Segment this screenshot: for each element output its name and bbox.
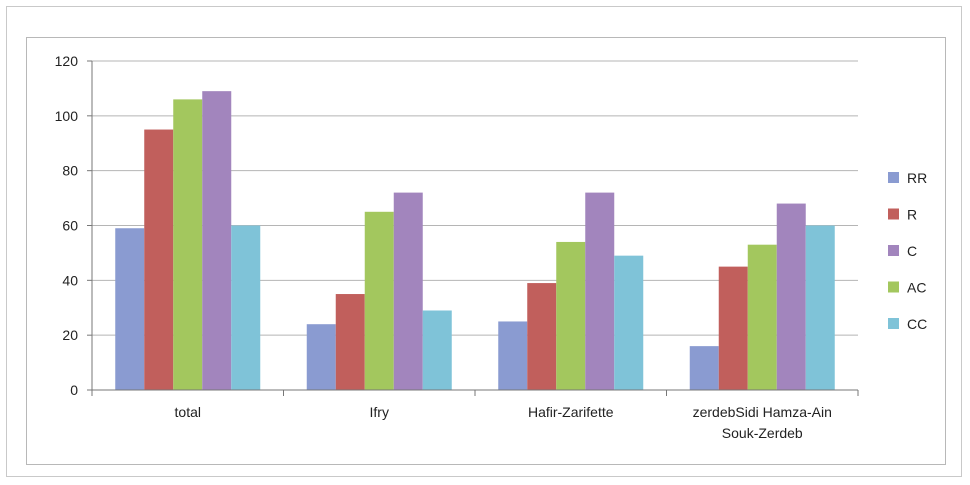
- legend-swatch-cc: [888, 318, 899, 329]
- y-tick-label: 40: [62, 272, 78, 288]
- bar-r-1: [335, 294, 365, 390]
- x-category-label: Hafir-Zarifette: [528, 404, 614, 420]
- legend-label-r: R: [907, 207, 917, 223]
- legend-swatch-rr: [888, 172, 899, 183]
- bar-cc-0: [231, 225, 261, 390]
- bar-cc-2: [614, 255, 644, 390]
- legend-swatch-c: [888, 245, 899, 256]
- x-category-label: total: [175, 404, 201, 420]
- y-tick-label: 20: [62, 327, 78, 343]
- axes: [87, 60, 859, 396]
- legend-label-ac: AC: [907, 280, 926, 296]
- x-category-label: zerdebSidi Hamza-Ain Souk-Zerdeb: [693, 404, 832, 441]
- bar-rr-3: [689, 346, 719, 390]
- y-tick-label: 80: [62, 163, 78, 179]
- legend-label-c: C: [907, 243, 917, 259]
- bar-cc-3: [805, 225, 835, 390]
- y-tick-labels: 0 20 40 60 80 100 120: [55, 53, 79, 398]
- bar-ac-1: [364, 211, 394, 390]
- y-tick-label: 120: [55, 53, 79, 69]
- bar-c-0: [202, 91, 232, 391]
- legend-swatch-ac: [888, 281, 899, 293]
- bar-ac-0: [173, 99, 203, 390]
- bar-c-2: [585, 192, 615, 390]
- bar-cc-1: [422, 310, 452, 390]
- legend-label-cc: CC: [907, 316, 927, 332]
- bar-rr-1: [306, 324, 336, 390]
- y-tick-label: 60: [62, 218, 78, 234]
- bar-r-3: [718, 266, 748, 390]
- bar-rr-2: [498, 321, 528, 390]
- legend-label-rr: RR: [907, 170, 927, 186]
- bar-c-3: [776, 203, 806, 390]
- bar-r-0: [144, 129, 174, 390]
- bars: [115, 91, 835, 391]
- x-category-label: Ifry: [370, 404, 389, 420]
- bar-c-1: [393, 192, 423, 390]
- y-tick-label: 0: [70, 382, 78, 398]
- legend-swatch-r: [888, 208, 899, 220]
- bar-ac-3: [747, 244, 777, 390]
- bar-rr-0: [115, 228, 145, 390]
- bar-r-2: [527, 283, 557, 390]
- x-category-labels: total Ifry Hafir-Zarifette zerdebSidi Hamza…: [175, 404, 832, 441]
- y-tick-label: 100: [55, 108, 79, 124]
- bar-ac-2: [556, 241, 586, 390]
